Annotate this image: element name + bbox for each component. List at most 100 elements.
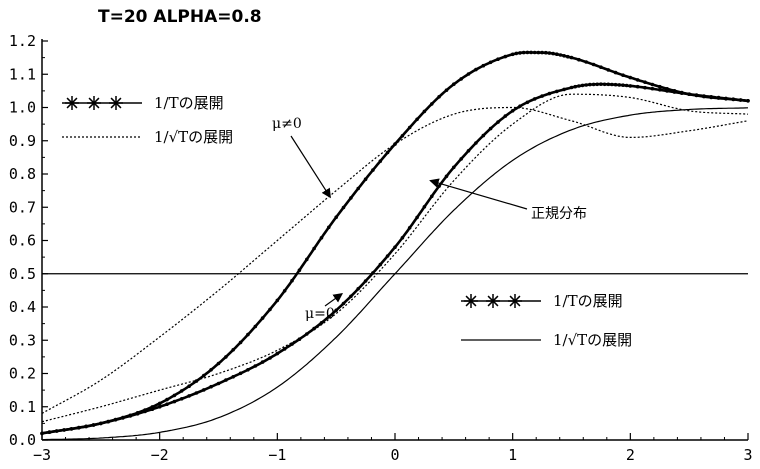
legend-star-icon <box>487 295 499 307</box>
series-marker <box>547 51 552 55</box>
series-marker <box>275 351 280 356</box>
series-marker <box>606 82 611 87</box>
series-marker <box>209 368 213 372</box>
series-marker <box>407 125 412 130</box>
x-tick-label: −2 <box>151 446 169 464</box>
series-marker <box>54 429 59 433</box>
series-marker <box>738 98 743 102</box>
legend-top-left: 1/Tの展開 1/√Tの展開 <box>62 94 233 146</box>
series-marker <box>69 427 74 431</box>
series-marker <box>400 134 405 138</box>
series-marker <box>628 84 633 88</box>
series-marker <box>540 94 544 98</box>
series-marker <box>231 348 235 352</box>
series-marker <box>687 92 691 96</box>
series-marker <box>209 384 213 389</box>
legend-bottom-right: 1/Tの展開 1/√Tの展開 <box>461 292 632 349</box>
y-tick-label: 0.1 <box>9 398 36 416</box>
series-marker <box>474 141 478 145</box>
series-marker <box>135 412 140 416</box>
chart-title: T=20 ALPHA=0.8 <box>98 7 262 27</box>
legend-star-icon <box>110 97 122 109</box>
series-marker <box>496 57 500 61</box>
series-marker <box>529 50 533 55</box>
annotation-arrow <box>290 135 331 199</box>
series-marker <box>474 67 478 72</box>
series-marker <box>422 109 427 114</box>
series-marker <box>588 82 592 87</box>
series-marker <box>599 65 603 69</box>
series-marker <box>334 308 339 313</box>
series-marker <box>510 109 515 113</box>
series-marker <box>525 100 530 105</box>
series-marker <box>143 409 147 414</box>
series-marker <box>580 83 585 88</box>
series-line-4 <box>41 93 749 423</box>
series-marker <box>503 54 508 59</box>
series-marker <box>518 51 522 55</box>
series-marker <box>378 262 383 267</box>
series-marker <box>658 84 662 89</box>
series-marker <box>157 405 162 409</box>
series-marker <box>172 399 177 404</box>
series-marker <box>238 340 243 345</box>
series-marker <box>415 215 419 220</box>
x-tick-label: −1 <box>268 446 286 464</box>
y-tick-label: 0.4 <box>9 298 36 316</box>
series-marker <box>518 104 522 108</box>
series-marker <box>334 215 339 219</box>
series-marker <box>150 407 155 412</box>
series-marker <box>716 95 721 100</box>
series-marker <box>503 114 508 118</box>
series-marker <box>113 418 118 422</box>
series-marker <box>40 431 44 436</box>
series-marker <box>584 83 588 87</box>
series-marker <box>624 83 629 88</box>
series-marker <box>187 384 191 389</box>
series-marker <box>577 57 581 62</box>
series-marker <box>547 91 552 96</box>
series-marker <box>702 94 706 98</box>
series-marker <box>268 307 272 312</box>
series-marker <box>437 184 441 188</box>
series-marker <box>481 63 486 68</box>
series-marker <box>415 117 419 122</box>
series-marker <box>650 82 655 87</box>
series-marker <box>290 278 294 283</box>
series-marker <box>658 88 662 92</box>
series-marker <box>544 50 548 55</box>
y-tick-label: 0.9 <box>9 132 36 150</box>
series-marker <box>459 77 464 81</box>
series-marker <box>672 90 677 94</box>
annotation-arrow <box>429 178 528 210</box>
series-marker <box>47 430 52 434</box>
series-line-2 <box>41 106 749 414</box>
series-marker <box>349 294 353 299</box>
legend-star-icon <box>509 295 521 307</box>
series-marker <box>558 53 563 57</box>
series-marker <box>238 371 243 376</box>
series-marker <box>562 54 566 58</box>
x-tick-label: −3 <box>33 446 51 464</box>
series-marker <box>510 52 515 57</box>
y-tick-label: 0.5 <box>9 265 36 283</box>
series-marker <box>444 88 449 92</box>
series-marker <box>536 50 541 55</box>
y-tick-label: 0.2 <box>9 365 36 383</box>
series-marker <box>128 414 133 418</box>
series-marker <box>194 391 199 395</box>
annotation-arrow <box>324 292 344 307</box>
series-marker <box>319 321 324 325</box>
series-marker <box>400 236 405 240</box>
series-marker <box>260 360 265 364</box>
series-marker <box>106 419 110 424</box>
series-marker <box>99 421 103 426</box>
series-marker <box>613 70 618 75</box>
annotation-label: μ≠0 <box>272 116 302 132</box>
series-marker <box>650 86 655 91</box>
series-marker <box>444 174 449 179</box>
series-line-0 <box>41 107 749 441</box>
series-marker <box>187 394 191 398</box>
series-marker <box>371 271 375 275</box>
